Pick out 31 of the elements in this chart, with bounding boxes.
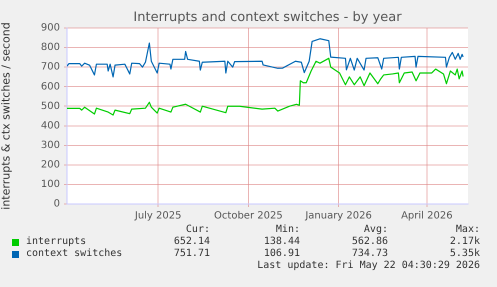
- text: Min:: [276, 224, 300, 235]
- legend-label: context switches: [26, 248, 122, 259]
- y-tick-label: 700: [40, 62, 60, 73]
- text: 734.73: [352, 248, 388, 259]
- text: Last update: Fri May 22 04:30:29 2026: [257, 260, 480, 271]
- x-tick-label: October 2025: [214, 210, 283, 222]
- text: 652.14: [174, 236, 210, 247]
- x-tick-label: July 2025: [134, 210, 182, 222]
- y-tick-label: 100: [40, 179, 60, 190]
- y-tick-label: 300: [40, 140, 60, 151]
- text: 562.86: [352, 236, 388, 247]
- y-tick-label: 900: [40, 22, 60, 34]
- y-tick-label: 800: [40, 42, 60, 54]
- text: Avg:: [364, 224, 388, 235]
- y-axis-title: interrupts & ctx switches / second: [0, 22, 12, 210]
- text: 2.17k: [450, 236, 480, 247]
- chart-title: Interrupts and context switches - by year: [132, 10, 403, 25]
- text: Max:: [456, 224, 480, 235]
- text: 106.91: [264, 248, 300, 259]
- y-tick-label: 500: [40, 100, 60, 112]
- y-tick-label: 200: [40, 159, 60, 170]
- x-tick-label: January 2026: [304, 210, 372, 222]
- y-tick-label: 400: [40, 120, 60, 132]
- text: 5.35k: [450, 248, 480, 259]
- y-tick-label: 600: [40, 81, 60, 92]
- y-tick-label: 0: [54, 198, 60, 210]
- text: 138.44: [264, 236, 300, 247]
- text: Cur:: [186, 224, 210, 235]
- x-tick-label: April 2026: [401, 210, 453, 222]
- legend-label: interrupts: [26, 236, 86, 247]
- text: 751.71: [174, 248, 210, 259]
